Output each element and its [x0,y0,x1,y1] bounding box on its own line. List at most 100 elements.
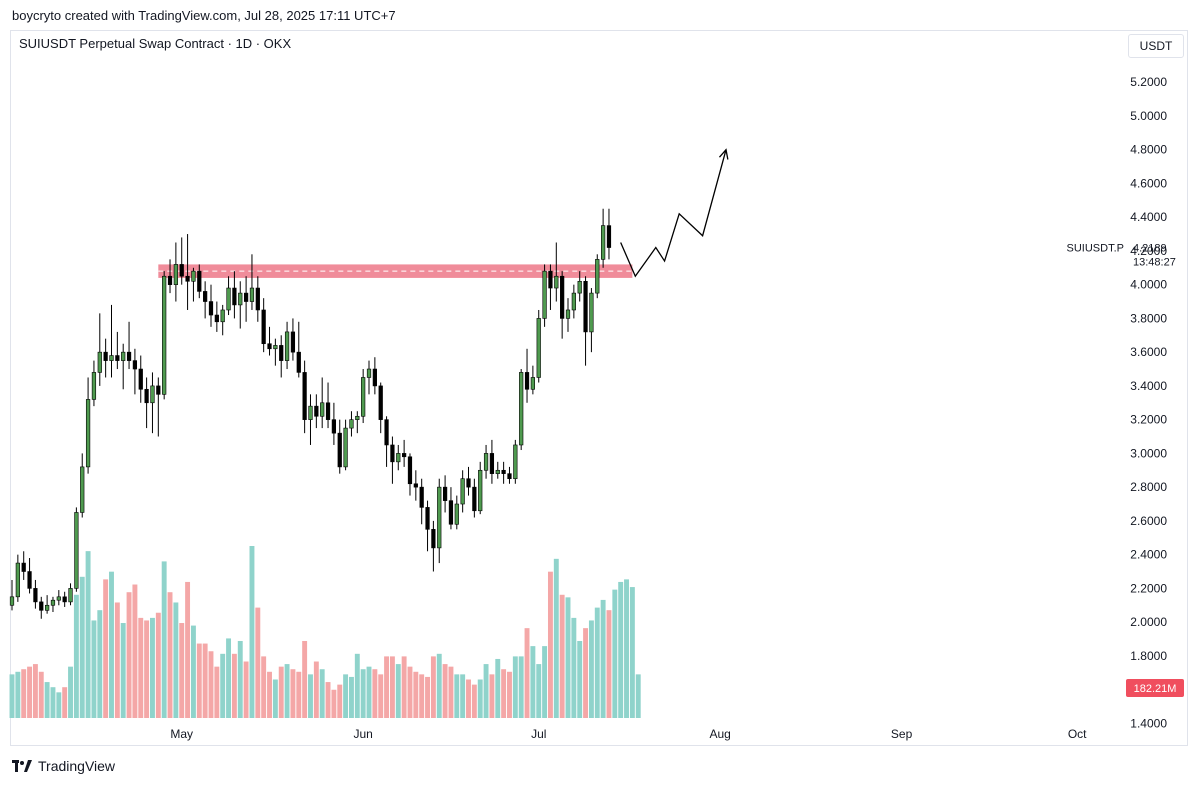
candle-body [483,453,489,471]
candle [21,551,26,580]
volume-bar [144,620,150,718]
candle-body [132,360,138,370]
candle-body [378,385,383,420]
volume-bar [120,623,126,718]
candle-body [162,275,167,395]
volume-bar [27,666,33,718]
volume-bar [208,651,214,718]
candle [126,321,132,370]
volume-bar [442,664,448,718]
candle-body [33,588,38,603]
y-tick-label: 1.4000 [1130,716,1167,730]
volume-bar [21,669,27,718]
x-axis: May Jun Jul Aug Sep Oct [170,727,1087,741]
tradingview-logo-icon [12,760,32,772]
y-tick-label: 2.2000 [1130,581,1167,595]
candle [167,259,173,294]
candle [396,444,401,471]
candle [472,478,477,518]
candle [437,478,442,564]
candle [320,377,325,429]
candle-body [454,503,459,525]
y-tick-label: 1.8000 [1130,649,1167,663]
volume-bar [296,671,302,718]
candle [560,271,565,339]
y-tick-label: 3.4000 [1130,379,1167,393]
candle [583,276,588,366]
x-tick-label: Oct [1068,727,1087,741]
x-tick-label: Jun [353,727,372,741]
volume-bar [372,669,378,718]
volume-bar [401,656,407,718]
candle-body [349,419,354,429]
y-tick-label: 4.2000 [1130,244,1167,258]
price-badges: SUIUSDT.P 4.2189 13:48:27 182.21M [1067,243,1184,697]
candle [197,264,202,299]
candle [284,321,290,370]
tradingview-logo[interactable]: TradingView [12,758,115,774]
volume-bar [594,607,600,718]
x-tick-label: Sep [891,727,913,741]
volume-bar [202,643,208,718]
volume-bar [220,653,226,718]
currency-selector[interactable]: USDT [1128,34,1184,58]
candle-body [425,507,430,530]
candle [179,237,184,285]
candle-body [314,405,319,417]
volume-bar [237,640,243,718]
volume-bar [190,625,196,718]
volume-bar [284,664,290,718]
candle-body [478,469,483,512]
candle [413,470,418,501]
candle-body [519,372,524,446]
volume-bar [249,546,255,718]
volume-bar [85,551,91,718]
candle-body [220,309,225,323]
volume-bar [600,599,606,718]
candle [138,355,143,403]
volume-bar [559,594,565,718]
volume-bar [495,658,501,718]
candle-body [331,419,337,434]
volume-bar [378,674,384,718]
y-tick-label: 3.8000 [1130,311,1167,325]
candle [56,590,61,606]
y-tick-label: 2.4000 [1130,548,1167,562]
volume-badge: 182.21M [1126,679,1184,697]
volume-bar [360,669,366,718]
candle [378,382,383,434]
candle-body [501,469,506,474]
y-tick-label: 2.8000 [1130,480,1167,494]
symbol-title[interactable]: SUIUSDT Perpetual Swap Contract · 1D · O… [19,36,292,51]
x-tick-label: Aug [709,727,730,741]
volume-bar [430,656,436,718]
candle [144,377,149,429]
candle-body [109,355,114,361]
volume-bar [413,671,419,718]
volume-bar [173,602,179,718]
candle [442,475,448,513]
candle [483,444,489,479]
volume-bar [132,584,138,718]
volume-bar [196,643,202,718]
candle-body [495,469,500,474]
candle-body [144,388,149,404]
candle [501,461,506,484]
candle [466,466,471,496]
volume-bar [302,640,308,718]
candle-body [536,318,541,378]
candle-body [431,529,436,549]
y-axis: 5.2000 5.0000 4.8000 4.6000 4.4000 4.2000 4.00… [1130,75,1167,730]
volume-bar [272,679,278,718]
candle-body [530,377,535,390]
candle-body [565,309,571,319]
candle [331,402,337,445]
candle-body [21,562,26,572]
candle-body [413,483,418,488]
candle-body [355,415,360,420]
candle [524,348,530,403]
candle-body [156,385,161,395]
candle-body [472,486,477,512]
volume-bar [466,679,471,718]
